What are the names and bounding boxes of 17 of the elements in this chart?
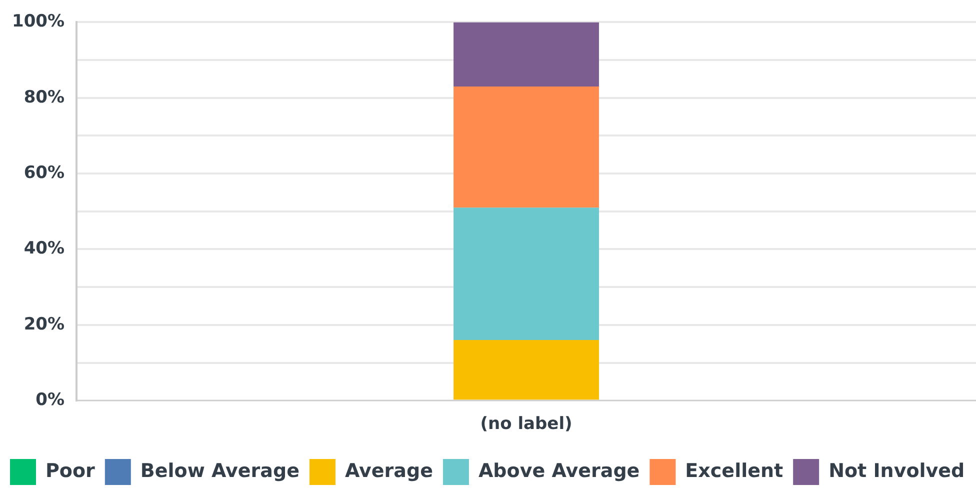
legend-label: Poor (46, 460, 96, 482)
bar (454, 86, 599, 208)
y-tick-label: 100% (12, 12, 65, 32)
y-tick-label: 0% (36, 390, 65, 410)
y-tick-label: 40% (24, 238, 65, 259)
bar (454, 22, 599, 87)
legend-label: Excellent (685, 460, 784, 482)
y-tick-label: 80% (24, 87, 65, 108)
legend-label: Not Involved (828, 460, 965, 482)
legend-label: Average (344, 460, 433, 482)
bar (454, 208, 599, 340)
y-tick-label: 20% (24, 314, 65, 334)
legend-label: Below Average (140, 460, 300, 482)
y-tick-label: 60% (24, 162, 65, 183)
legend-label: Above Average (478, 460, 640, 482)
x-tick-label: (no label) (480, 414, 572, 434)
bar (454, 340, 599, 400)
